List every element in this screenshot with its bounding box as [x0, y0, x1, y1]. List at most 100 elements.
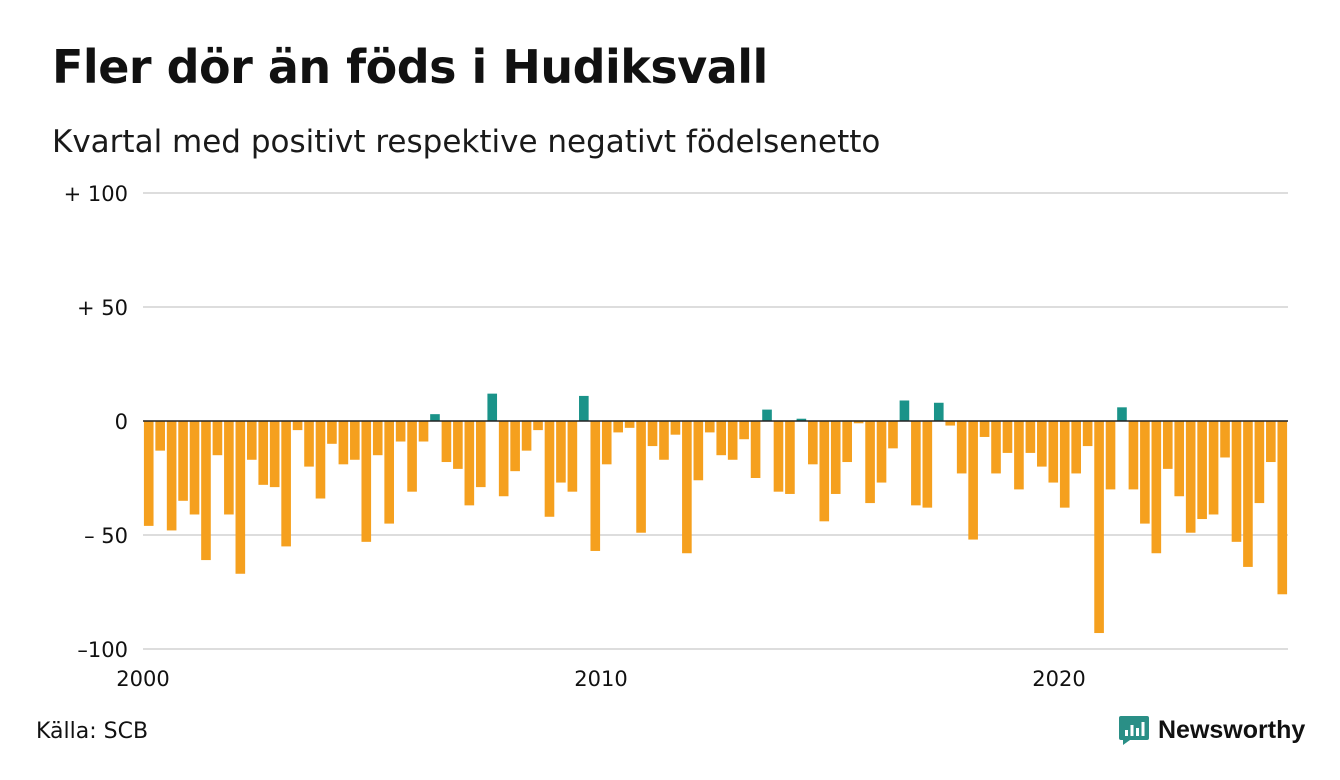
- bar: [1254, 421, 1265, 504]
- bar: [418, 421, 429, 442]
- bar: [338, 421, 349, 465]
- bar: [682, 421, 692, 554]
- bar: [1197, 421, 1207, 520]
- bar: [808, 421, 818, 465]
- bar: [933, 402, 944, 421]
- source-note: Källa: SCB: [36, 719, 149, 744]
- bar: [716, 421, 727, 456]
- bar: [785, 421, 795, 494]
- bar: [235, 421, 246, 574]
- bar: [395, 421, 406, 442]
- bar: [1208, 421, 1219, 515]
- bar: [727, 421, 738, 460]
- bar: [911, 421, 921, 506]
- bar: [258, 421, 269, 485]
- x-tick-label: 2020: [1032, 667, 1085, 691]
- bar: [556, 421, 566, 483]
- newsworthy-logo-icon: [1119, 716, 1149, 745]
- bar: [773, 421, 784, 492]
- bar: [533, 421, 543, 431]
- bar: [327, 421, 337, 444]
- bar: [819, 421, 830, 522]
- bar: [579, 395, 589, 421]
- bar: [1277, 421, 1288, 595]
- bar: [1002, 421, 1013, 453]
- bar: [991, 421, 1001, 474]
- brand-name: Newsworthy: [1158, 715, 1306, 744]
- bar: [796, 418, 807, 421]
- y-tick-label: 0: [115, 410, 128, 434]
- bar: [544, 421, 555, 517]
- bar: [407, 421, 417, 492]
- bar: [1266, 421, 1276, 463]
- logo-bar-4: [1141, 722, 1145, 736]
- bar: [372, 421, 383, 456]
- bar: [601, 421, 612, 465]
- bar: [1082, 421, 1093, 447]
- bar: [315, 421, 326, 499]
- bar: [464, 421, 475, 506]
- bar: [876, 421, 887, 483]
- bar: [762, 409, 772, 421]
- bar: [888, 421, 898, 449]
- bar: [292, 421, 303, 431]
- y-axis-ticks: + 100 + 50 0 – 50 –100: [64, 182, 128, 662]
- logo-bar-2: [1130, 725, 1134, 736]
- bar: [1128, 421, 1139, 490]
- bar: [624, 421, 635, 428]
- y-tick-label: + 50: [77, 296, 128, 320]
- bar: [956, 421, 967, 474]
- bar: [739, 421, 749, 440]
- bar: [853, 421, 864, 424]
- bar: [166, 421, 177, 531]
- bar: [1243, 421, 1253, 567]
- bar: [1185, 421, 1196, 533]
- bar: [670, 421, 681, 435]
- bar: [590, 421, 601, 551]
- x-tick-label: 2000: [116, 667, 169, 691]
- bar: [945, 421, 956, 426]
- bar: [1105, 421, 1116, 490]
- bar: [750, 421, 761, 478]
- newsworthy-logo[interactable]: Newsworthy: [1118, 714, 1305, 746]
- bar-chart: + 100 + 50 0 – 50 –100 2000 2010 2020: [64, 182, 1288, 691]
- bar: [453, 421, 463, 469]
- bar: [567, 421, 578, 492]
- x-axis-ticks: 2000 2010 2020: [116, 667, 1085, 691]
- bar: [510, 421, 520, 472]
- chart-subtitle: Kvartal med positivt respektive negativt…: [52, 124, 881, 160]
- bar: [1117, 407, 1127, 421]
- bar: [979, 421, 990, 437]
- bar: [830, 421, 841, 494]
- bar: [441, 421, 452, 463]
- bar: [201, 421, 211, 561]
- x-tick-label: 2010: [574, 667, 627, 691]
- bar: [361, 421, 372, 542]
- bar: [281, 421, 291, 547]
- chart-title: Fler dör än föds i Hudiksvall: [52, 40, 768, 94]
- bar: [693, 421, 704, 481]
- bar: [212, 421, 223, 456]
- bar: [613, 421, 623, 433]
- bar: [178, 421, 188, 501]
- bar: [1174, 421, 1185, 497]
- bar: [922, 421, 933, 508]
- bar: [1220, 421, 1230, 458]
- bar: [224, 421, 234, 515]
- bar: [498, 421, 509, 497]
- logo-bar-3: [1136, 728, 1139, 736]
- bar: [1025, 421, 1036, 453]
- bar: [1037, 421, 1047, 467]
- bar: [636, 421, 646, 533]
- bar: [246, 421, 257, 460]
- bar: [647, 421, 658, 447]
- bar: [304, 421, 314, 467]
- bar: [1048, 421, 1059, 483]
- bar: [1014, 421, 1024, 490]
- bar: [269, 421, 280, 488]
- bar: [475, 421, 486, 488]
- bar: [1151, 421, 1162, 554]
- bar: [143, 421, 154, 526]
- bar: [899, 400, 910, 421]
- bar: [487, 393, 498, 421]
